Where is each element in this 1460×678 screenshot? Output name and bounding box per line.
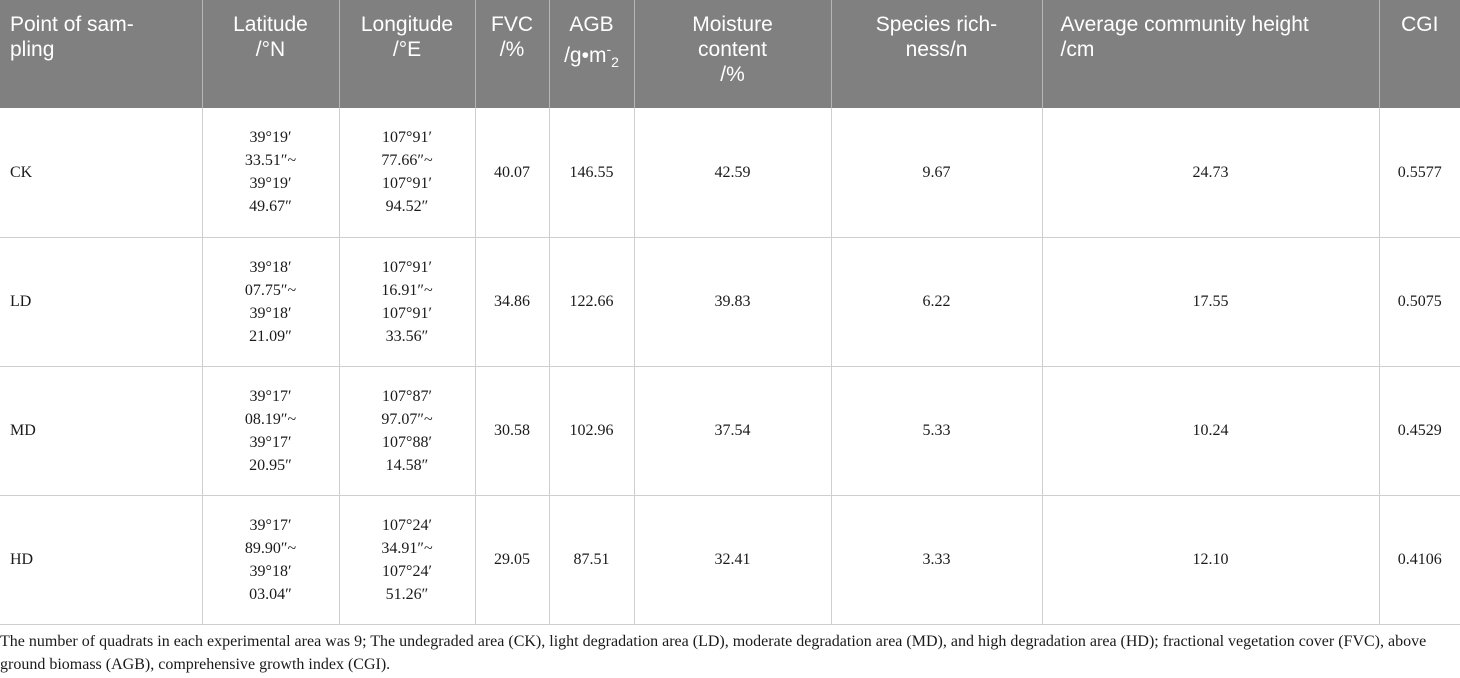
cell-moisture: 39.83 (634, 237, 832, 367)
header-point: Point of sam- pling (0, 0, 203, 108)
header-height: Average community height /cm (1042, 0, 1380, 108)
cell-height: 10.24 (1042, 366, 1380, 496)
cell-moisture: 42.59 (634, 108, 832, 238)
cell-moisture: 37.54 (634, 366, 832, 496)
header-species: Species rich- ness/n (831, 0, 1043, 108)
cell-latitude: 39°17′ 89.90″~ 39°18′ 03.04″ (202, 495, 340, 625)
table-row: HD 39°17′ 89.90″~ 39°18′ 03.04″ 107°24′ 34.9… (0, 495, 1460, 625)
cell-fvc: 40.07 (475, 108, 550, 238)
cell-fvc: 30.58 (475, 366, 550, 496)
cell-cgi: 0.5075 (1379, 237, 1460, 367)
cell-species: 6.22 (831, 237, 1043, 367)
cell-point: CK (0, 108, 203, 238)
cell-latitude: 39°19′ 33.51″~ 39°19′ 49.67″ (202, 108, 340, 238)
cell-longitude: 107°91′ 77.66″~ 107°91′ 94.52″ (339, 108, 476, 238)
cell-point: LD (0, 237, 203, 367)
cell-agb: 122.66 (549, 237, 635, 367)
cell-latitude: 39°17′ 08.19″~ 39°17′ 20.95″ (202, 366, 340, 496)
cell-point: MD (0, 366, 203, 496)
header-longitude: Longitude /°E (339, 0, 476, 108)
cell-cgi: 0.4106 (1379, 495, 1460, 625)
cell-cgi: 0.5577 (1379, 108, 1460, 238)
cell-agb: 87.51 (549, 495, 635, 625)
cell-species: 5.33 (831, 366, 1043, 496)
cell-agb: 146.55 (549, 108, 635, 238)
cell-agb: 102.96 (549, 366, 635, 496)
table-footnote: The number of quadrats in each experimen… (0, 633, 1427, 673)
cell-longitude: 107°24′ 34.91″~ 107°24′ 51.26″ (339, 495, 476, 625)
cell-moisture: 32.41 (634, 495, 832, 625)
header-row: Point of sam- pling Latitude /°N Longitu… (0, 0, 1460, 108)
table-row: MD 39°17′ 08.19″~ 39°17′ 20.95″ 107°87′ 97.0… (0, 366, 1460, 496)
cell-height: 17.55 (1042, 237, 1380, 367)
table-row: LD 39°18′ 07.75″~ 39°18′ 21.09″ 107°91′ 16.9… (0, 237, 1460, 367)
cell-species: 9.67 (831, 108, 1043, 238)
cell-species: 3.33 (831, 495, 1043, 625)
cell-latitude: 39°18′ 07.75″~ 39°18′ 21.09″ (202, 237, 340, 367)
sampling-table: Point of sam- pling Latitude /°N Longitu… (0, 0, 1460, 625)
header-latitude: Latitude /°N (202, 0, 340, 108)
cell-height: 12.10 (1042, 495, 1380, 625)
cell-longitude: 107°91′ 16.91″~ 107°91′ 33.56″ (339, 237, 476, 367)
cell-longitude: 107°87′ 97.07″~ 107°88′ 14.58″ (339, 366, 476, 496)
cell-cgi: 0.4529 (1379, 366, 1460, 496)
cell-point: HD (0, 495, 203, 625)
header-moisture: Moisture content /% (634, 0, 832, 108)
header-agb: AGB /g•m-2 (549, 0, 635, 108)
header-cgi: CGI (1401, 13, 1439, 36)
cell-fvc: 34.86 (475, 237, 550, 367)
cell-fvc: 29.05 (475, 495, 550, 625)
table-row: CK 39°19′ 33.51″~ 39°19′ 49.67″ 107°91′ 77.6… (0, 108, 1460, 238)
cell-height: 24.73 (1042, 108, 1380, 238)
header-fvc: FVC /% (475, 0, 550, 108)
